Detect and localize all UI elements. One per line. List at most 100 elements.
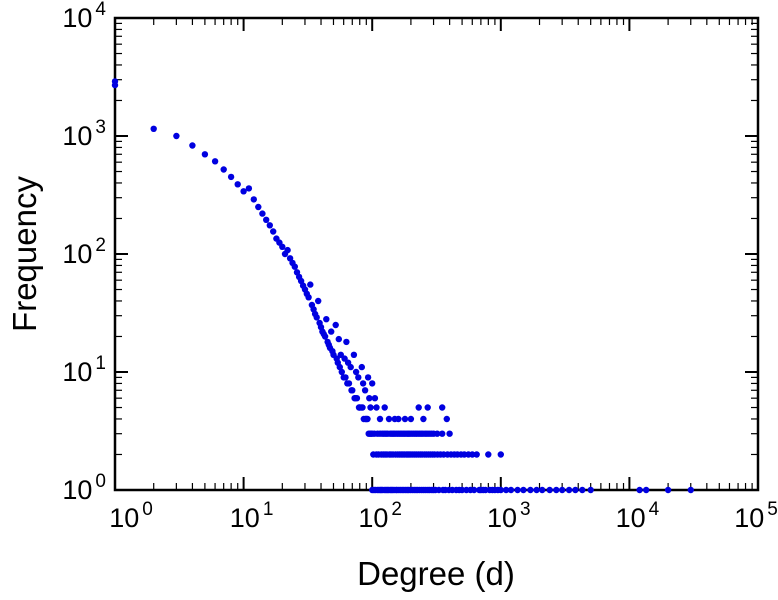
data-point bbox=[359, 404, 366, 411]
data-point bbox=[407, 415, 415, 423]
data-point bbox=[364, 374, 372, 381]
data-point bbox=[376, 415, 384, 423]
data-point bbox=[234, 181, 241, 188]
data-point bbox=[497, 451, 504, 458]
data-point bbox=[385, 415, 393, 423]
data-point bbox=[240, 188, 247, 195]
data-points-layer bbox=[111, 78, 694, 494]
data-point bbox=[546, 486, 553, 494]
data-point bbox=[643, 486, 650, 494]
data-point bbox=[469, 451, 476, 458]
data-point bbox=[328, 328, 335, 335]
data-point bbox=[150, 125, 157, 132]
tick-label: 10 0 bbox=[109, 499, 153, 533]
data-point bbox=[424, 404, 431, 411]
data-point bbox=[279, 243, 286, 250]
data-point bbox=[395, 415, 402, 423]
data-point bbox=[338, 368, 345, 376]
data-point bbox=[345, 380, 353, 387]
data-point bbox=[527, 486, 534, 494]
data-point bbox=[347, 363, 354, 371]
data-point bbox=[350, 351, 358, 358]
data-point bbox=[361, 387, 369, 394]
data-point bbox=[355, 374, 362, 381]
data-point bbox=[539, 486, 546, 494]
data-point bbox=[313, 314, 320, 321]
x-axis-title: Degree (d) bbox=[357, 555, 515, 592]
data-point bbox=[332, 321, 339, 329]
data-point bbox=[359, 380, 367, 387]
data-point bbox=[371, 395, 379, 402]
data-point bbox=[255, 203, 262, 211]
tick-label: 10 3 bbox=[62, 117, 106, 151]
data-point bbox=[353, 395, 361, 402]
tick-label: 10 2 bbox=[358, 499, 402, 533]
data-point bbox=[381, 404, 388, 411]
data-point bbox=[250, 196, 257, 203]
data-point bbox=[553, 486, 560, 494]
data-point bbox=[189, 142, 196, 149]
data-point bbox=[579, 486, 586, 494]
tick-label: 10 4 bbox=[62, 0, 106, 33]
tick-label: 10 5 bbox=[734, 499, 778, 533]
data-point bbox=[636, 486, 643, 494]
tick-label: 10 1 bbox=[230, 499, 274, 533]
data-point bbox=[263, 216, 270, 223]
data-point bbox=[565, 486, 573, 494]
data-point bbox=[358, 363, 365, 371]
data-point bbox=[291, 263, 298, 270]
data-point bbox=[434, 430, 441, 437]
data-point bbox=[352, 368, 360, 376]
data-point bbox=[401, 415, 409, 423]
data-point bbox=[336, 363, 343, 371]
data-point bbox=[259, 210, 266, 217]
data-point bbox=[497, 486, 504, 494]
data-point bbox=[502, 486, 510, 494]
data-point bbox=[307, 281, 314, 288]
data-point bbox=[245, 185, 253, 192]
data-point bbox=[369, 380, 376, 387]
data-point bbox=[270, 228, 277, 235]
data-point bbox=[364, 415, 371, 423]
plot-frame bbox=[113, 16, 760, 492]
tick-label: 10 3 bbox=[487, 499, 531, 533]
data-point bbox=[420, 415, 427, 423]
data-point bbox=[470, 486, 478, 494]
data-point bbox=[587, 486, 594, 494]
data-point bbox=[507, 486, 515, 494]
data-point bbox=[349, 387, 356, 394]
data-point bbox=[321, 333, 329, 340]
data-point bbox=[443, 415, 450, 423]
data-point bbox=[284, 246, 291, 254]
data-point bbox=[514, 486, 521, 494]
data-point bbox=[473, 451, 480, 458]
data-point bbox=[367, 404, 374, 411]
data-point bbox=[335, 335, 342, 343]
data-point bbox=[446, 430, 453, 437]
data-point bbox=[266, 222, 273, 229]
data-point bbox=[415, 404, 422, 411]
y-axis-title: Frequency bbox=[6, 176, 43, 332]
data-point bbox=[439, 404, 446, 411]
data-point bbox=[323, 316, 330, 323]
data-point bbox=[687, 486, 694, 494]
data-point bbox=[439, 430, 446, 437]
data-point bbox=[572, 486, 579, 494]
data-point bbox=[342, 374, 349, 381]
data-point bbox=[220, 166, 227, 173]
data-point bbox=[305, 294, 312, 301]
data-point bbox=[533, 486, 540, 494]
data-point bbox=[173, 132, 180, 140]
data-point bbox=[664, 486, 672, 494]
data-point bbox=[315, 297, 322, 305]
tick-label: 10 1 bbox=[62, 353, 106, 387]
data-point bbox=[366, 395, 373, 402]
data-point bbox=[520, 486, 527, 494]
data-point bbox=[111, 81, 119, 89]
data-point bbox=[343, 338, 350, 346]
tick-label: 10 4 bbox=[616, 499, 660, 533]
data-point bbox=[201, 151, 209, 158]
axis-ticks bbox=[114, 17, 759, 491]
